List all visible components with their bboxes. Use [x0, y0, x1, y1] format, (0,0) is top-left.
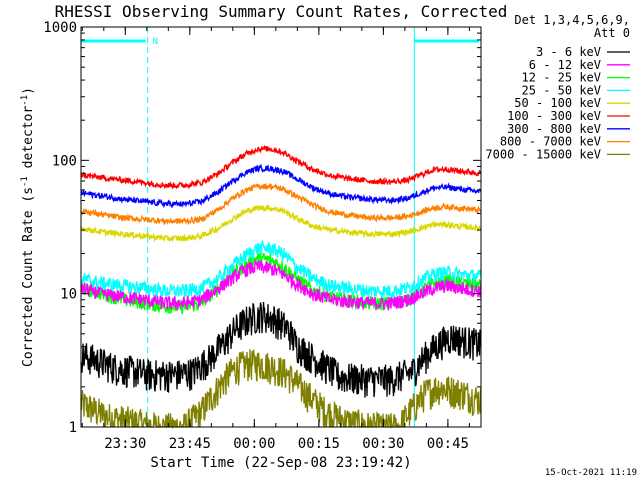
legend-label: 50 - 100 keV — [514, 96, 601, 110]
series-line — [80, 239, 482, 299]
legend-label: 300 - 800 keV — [507, 122, 601, 136]
legend-label: 800 - 7000 keV — [500, 135, 601, 149]
x-tick-label: 23:45 — [169, 436, 211, 452]
legend-header-line-1: Det 1,3,4,5,6,9, — [514, 13, 630, 27]
series-line — [80, 260, 482, 312]
series-line — [80, 182, 482, 226]
x-tick-label: 00:30 — [362, 436, 404, 452]
timestamp: 15-Oct-2021 11:19 — [545, 468, 637, 478]
series-layer — [80, 144, 482, 430]
legend-label: 6 - 12 keV — [529, 58, 601, 72]
y-tick-label: 10 — [60, 287, 77, 303]
y-tick-label: 1000 — [43, 20, 77, 36]
x-tick-label: 00:00 — [233, 436, 275, 452]
plot-frame — [80, 26, 482, 428]
y-tick-label: 1 — [69, 420, 77, 436]
legend-label: 25 - 50 keV — [522, 83, 601, 97]
legend-label: 12 - 25 keV — [522, 71, 601, 85]
legend-label: 100 - 300 keV — [507, 109, 601, 123]
legend-label: 3 - 6 keV — [536, 45, 601, 59]
x-tick-label: 00:15 — [298, 436, 340, 452]
y-axis-label: Corrected Count Rate (s-1 detector-1) — [20, 87, 36, 367]
chart-title: RHESSI Observing Summary Count Rates, Co… — [55, 2, 508, 21]
x-axis-label: Start Time (22-Sep-08 23:19:42) — [150, 455, 411, 471]
x-tick-label: 23:30 — [104, 436, 146, 452]
series-line — [80, 301, 482, 398]
x-tick-label: 00:45 — [427, 436, 469, 452]
legend-header-line-2: Att 0 — [594, 26, 630, 40]
legend-label: 7000 - 15000 keV — [485, 147, 601, 161]
night-marker-label: N — [153, 37, 158, 47]
y-tick-label: 100 — [52, 153, 77, 169]
series-line — [80, 349, 482, 430]
series-line — [80, 163, 482, 209]
series-line — [80, 203, 482, 243]
axes: 23:30 23:45 00:00 00:15 00:30 00:45 1 10 100 1000 — [43, 20, 481, 452]
series-line — [80, 144, 482, 190]
